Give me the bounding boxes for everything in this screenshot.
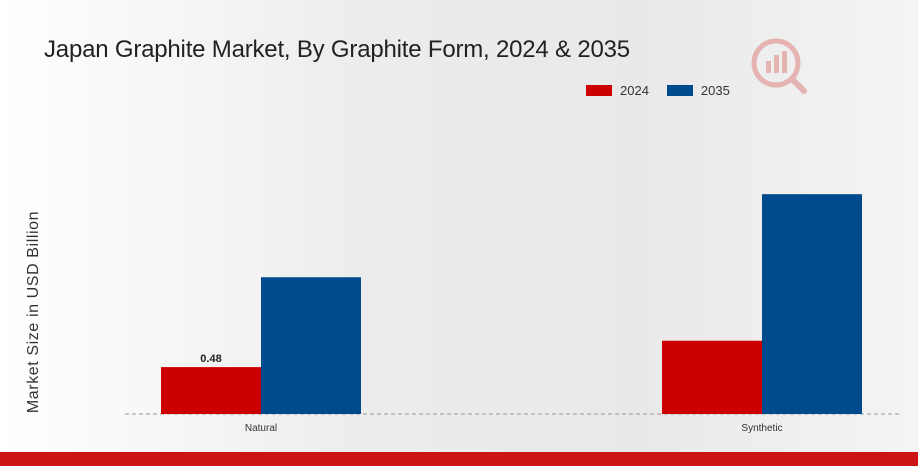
x-tick-label-synthetic: Synthetic bbox=[741, 423, 782, 434]
chart-legend: 2024 2035 bbox=[586, 81, 748, 99]
footer-accent-bar bbox=[0, 452, 918, 466]
bar-natural-2035 bbox=[261, 277, 361, 414]
legend-item-2035: 2035 bbox=[666, 82, 730, 98]
legend-label-2035: 2035 bbox=[700, 82, 730, 98]
data-label-natural-2024: 0.48 bbox=[200, 353, 221, 365]
legend-swatch-2024 bbox=[586, 84, 612, 96]
bar-synthetic-2035 bbox=[762, 194, 862, 414]
x-tick-label-natural: Natural bbox=[245, 423, 277, 434]
legend-item-2024: 2024 bbox=[586, 83, 649, 98]
legend-label-2024: 2024 bbox=[620, 82, 649, 98]
chart-title: Japan Graphite Market, By Graphite Form,… bbox=[44, 36, 630, 63]
market-research-logo-icon bbox=[751, 38, 807, 94]
bar-synthetic-2024 bbox=[662, 340, 762, 414]
legend-swatch-2035 bbox=[666, 84, 693, 96]
bar-natural-2024 bbox=[161, 367, 261, 414]
